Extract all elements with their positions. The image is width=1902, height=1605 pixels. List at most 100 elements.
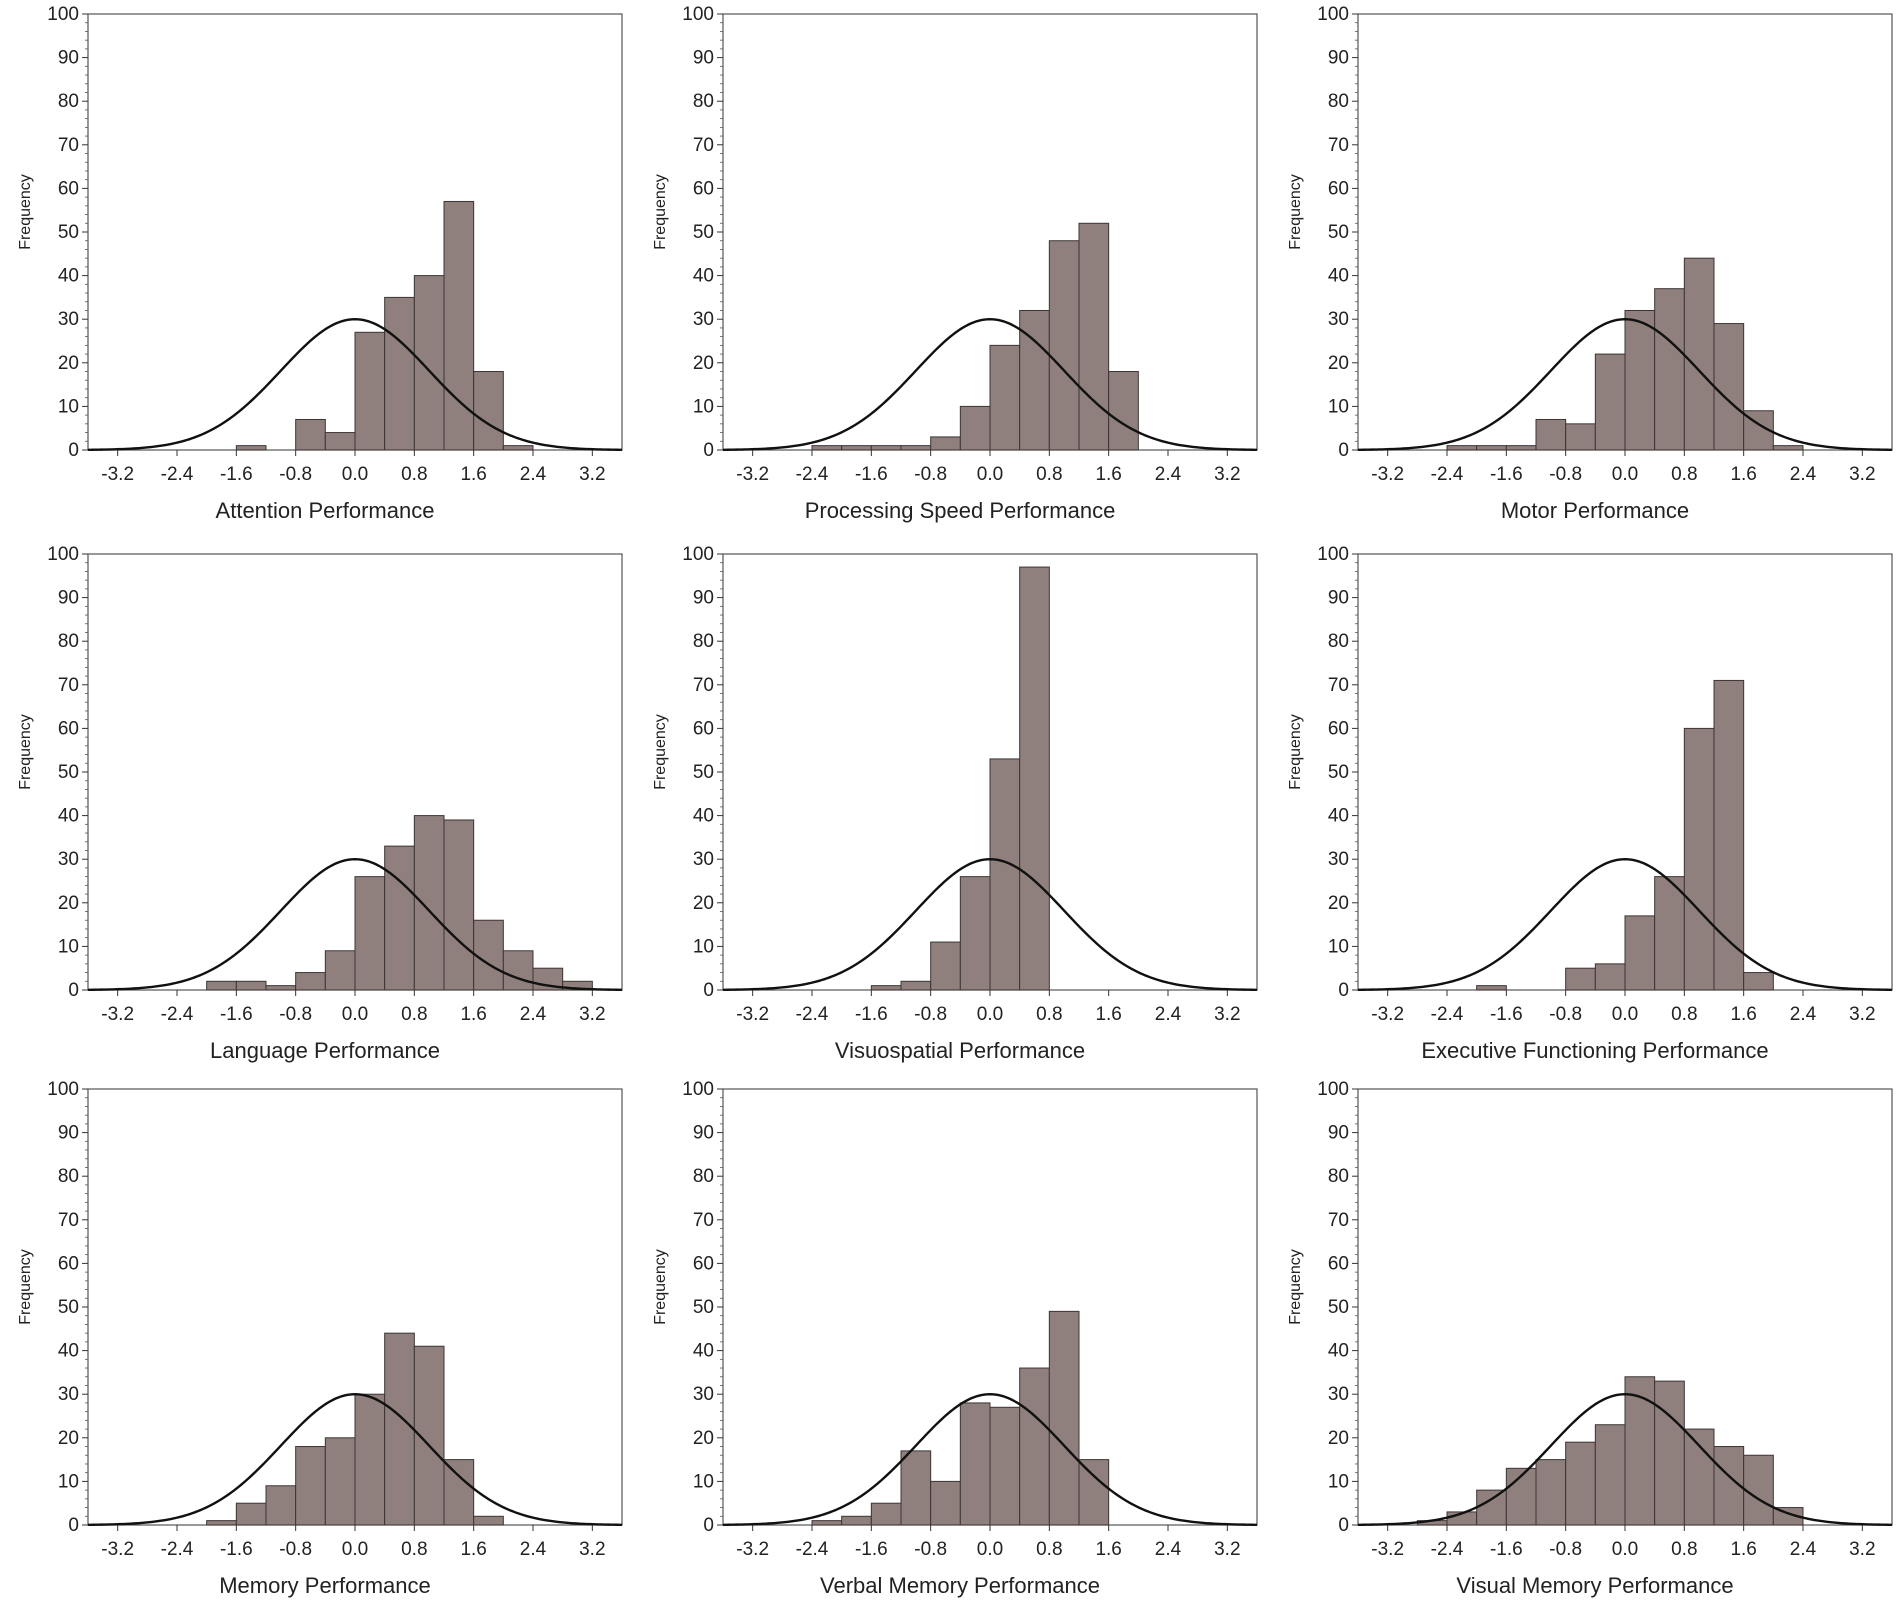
normal-curve	[87, 317, 623, 451]
y-tick-label: 50	[693, 762, 714, 783]
histogram-bar	[1505, 445, 1537, 451]
x-tick-label: -0.8	[1549, 464, 1582, 485]
y-tick-label: 40	[693, 266, 714, 287]
y-tick-label: 20	[58, 353, 79, 374]
x-tick-label: -1.6	[855, 1004, 888, 1025]
histogram-panel: 0 10 20 30 40 50 60 70 80 90 100 -3.2 -2.4 -1.6 -0.8 0.…	[1280, 0, 1900, 530]
histogram-bar	[1019, 566, 1050, 991]
x-tick-label: 3.2	[1849, 1004, 1875, 1025]
y-axis-title: Frequency	[1287, 174, 1304, 250]
y-tick-label: 90	[58, 588, 79, 609]
y-tick-label: 20	[1328, 893, 1349, 914]
y-tick-label: 30	[693, 1384, 714, 1405]
x-tick-label: 1.6	[1730, 1539, 1756, 1560]
x-tick-label: 0.0	[1612, 464, 1638, 485]
histogram-bar	[1624, 1376, 1656, 1526]
normal-curve	[722, 317, 1258, 451]
y-tick-label: 80	[58, 91, 79, 112]
histogram-svg: 0 10 20 30 40 50 60 70 80 90 100 -3.2 -2.4 -1.6 -0.8 0.…	[652, 4, 1258, 523]
y-tick-label: 40	[1328, 806, 1349, 827]
y-axis-title: Frequency	[652, 174, 669, 250]
y-tick-label: 30	[693, 309, 714, 330]
histogram-bar	[1772, 445, 1804, 451]
x-tick-label: 0.8	[1036, 1539, 1062, 1560]
histogram-bar	[1565, 423, 1596, 451]
histogram-bar	[930, 941, 961, 991]
normal-curve	[87, 857, 623, 991]
x-tick-label: 0.8	[1671, 464, 1697, 485]
y-tick-label: 20	[693, 353, 714, 374]
histogram-svg: 0 10 20 30 40 50 60 70 80 90 100 -3.2 -2.4 -1.6 -0.8 0.…	[17, 4, 623, 523]
y-tick-label: 60	[1328, 1253, 1349, 1274]
x-tick-label: 3.2	[1849, 1539, 1875, 1560]
histogram-bar	[1713, 679, 1745, 991]
y-tick-label: 90	[1328, 588, 1349, 609]
x-tick-label: 0.8	[401, 1539, 427, 1560]
x-tick-label: 2.4	[1790, 464, 1817, 485]
x-tick-label: -3.2	[101, 1539, 134, 1560]
y-tick-label: 50	[58, 762, 79, 783]
y-tick-label: 30	[58, 309, 79, 330]
histogram-bar	[811, 1520, 843, 1526]
x-tick-label: -2.4	[1431, 464, 1464, 485]
x-tick-label: 2.4	[1790, 1539, 1817, 1560]
x-tick-label: 0.8	[1671, 1004, 1697, 1025]
x-tick-label: -1.6	[1490, 464, 1523, 485]
histogram-bar	[959, 1402, 991, 1526]
histogram-bar	[1594, 353, 1626, 451]
histogram-svg: 0 10 20 30 40 50 60 70 80 90 100 -3.2 -2.4 -1.6 -0.8 0.…	[1287, 1079, 1893, 1598]
histogram-svg: 0 10 20 30 40 50 60 70 80 90 100 -3.2 -2.4 -1.6 -0.8 0.…	[1287, 544, 1893, 1063]
y-tick-label: 0	[703, 1515, 714, 1536]
histogram-svg: 0 10 20 30 40 50 60 70 80 90 100 -3.2 -2.4 -1.6 -0.8 0.…	[17, 544, 623, 1063]
x-tick-label: -0.8	[279, 464, 312, 485]
x-tick-label: 1.6	[1095, 1004, 1121, 1025]
histogram-bar	[900, 1450, 932, 1526]
histogram-bar	[1654, 288, 1685, 451]
histogram-panel: 0 10 20 30 40 50 60 70 80 90 100 -3.2 -2.4 -1.6 -0.8 0.…	[645, 1075, 1265, 1605]
y-tick-label: 70	[693, 1210, 714, 1231]
histogram-bar	[1565, 967, 1596, 991]
y-tick-label: 100	[47, 4, 79, 25]
y-tick-label: 60	[693, 178, 714, 199]
x-tick-label: 3.2	[1214, 1539, 1240, 1560]
y-tick-label: 100	[1317, 544, 1349, 565]
y-tick-label: 50	[1328, 222, 1349, 243]
y-tick-label: 50	[1328, 1297, 1349, 1318]
x-tick-label: 3.2	[1849, 464, 1875, 485]
y-tick-label: 60	[58, 1253, 79, 1274]
x-tick-label: -2.4	[796, 464, 829, 485]
histogram-bar	[930, 436, 961, 451]
x-tick-label: 0.0	[1612, 1004, 1638, 1025]
normal-curve	[1357, 857, 1893, 991]
histogram-svg: 0 10 20 30 40 50 60 70 80 90 100 -3.2 -2.4 -1.6 -0.8 0.…	[1287, 4, 1893, 523]
y-tick-label: 60	[693, 718, 714, 739]
histogram-svg: 0 10 20 30 40 50 60 70 80 90 100 -3.2 -2.4 -1.6 -0.8 0.…	[652, 544, 1258, 1063]
y-tick-label: 90	[58, 1123, 79, 1144]
x-tick-label: 2.4	[520, 1004, 547, 1025]
y-tick-label: 100	[1317, 4, 1349, 25]
y-tick-label: 10	[58, 1471, 79, 1492]
histogram-bar	[1713, 323, 1745, 451]
histogram-bar	[473, 1515, 504, 1526]
histogram-bar	[235, 980, 267, 991]
normal-curve	[722, 1392, 1258, 1526]
x-tick-label: -0.8	[914, 1004, 947, 1025]
y-tick-label: 30	[1328, 849, 1349, 870]
histogram-bar	[354, 1393, 386, 1526]
x-tick-label: -0.8	[914, 464, 947, 485]
histogram-bar	[1772, 1507, 1804, 1526]
histogram-svg: 0 10 20 30 40 50 60 70 80 90 100 -3.2 -2.4 -1.6 -0.8 0.…	[652, 1079, 1258, 1598]
histogram-bar	[1743, 972, 1774, 991]
histogram-bar	[811, 445, 843, 451]
x-tick-label: 0.0	[977, 1539, 1003, 1560]
y-tick-label: 80	[693, 91, 714, 112]
y-tick-label: 70	[693, 135, 714, 156]
y-tick-label: 100	[47, 1079, 79, 1100]
histogram-bar	[384, 296, 415, 451]
histogram-bar	[870, 985, 902, 991]
histogram-bar	[354, 876, 386, 991]
histogram-bar	[989, 344, 1021, 451]
histogram-bar	[1505, 1467, 1537, 1526]
y-tick-label: 90	[1328, 48, 1349, 69]
x-tick-label: -1.6	[855, 464, 888, 485]
